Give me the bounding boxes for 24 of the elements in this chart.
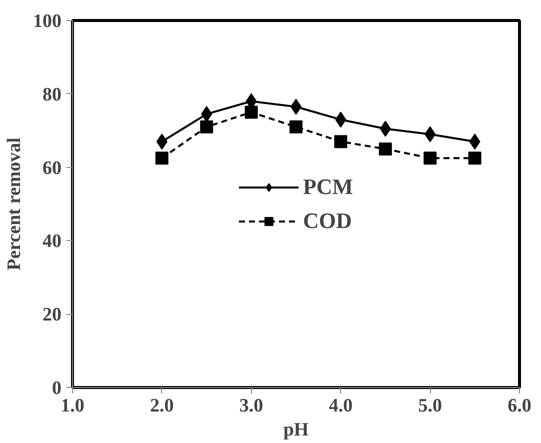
point [334, 135, 348, 148]
point [468, 152, 482, 165]
x-axis-title: pH [283, 420, 309, 440]
y-tick-label: 60 [42, 158, 62, 179]
point [155, 152, 168, 165]
y-tick-label: 0 [52, 378, 62, 399]
point [244, 106, 258, 119]
x-tick-label: 2.0 [150, 396, 174, 416]
y-tick-label: 80 [42, 84, 62, 106]
x-tick-label: 4.0 [328, 396, 353, 416]
point [424, 152, 437, 165]
x-tick-label: 6.0 [508, 396, 532, 416]
point [378, 142, 392, 156]
point [200, 120, 214, 134]
y-tick-label: 100 [33, 11, 62, 32]
legend-label: PCM [302, 174, 354, 200]
x-tick-label: 1.0 [60, 396, 84, 416]
x-tick-label: 5.0 [418, 396, 442, 416]
y-tick-label: 20 [42, 304, 62, 326]
y-axis-title: Percent removal [4, 138, 25, 270]
point [290, 120, 302, 134]
y-tick-label: 40 [42, 231, 62, 252]
legend-label: COD [302, 208, 352, 234]
x-tick-label: 3.0 [239, 396, 264, 416]
